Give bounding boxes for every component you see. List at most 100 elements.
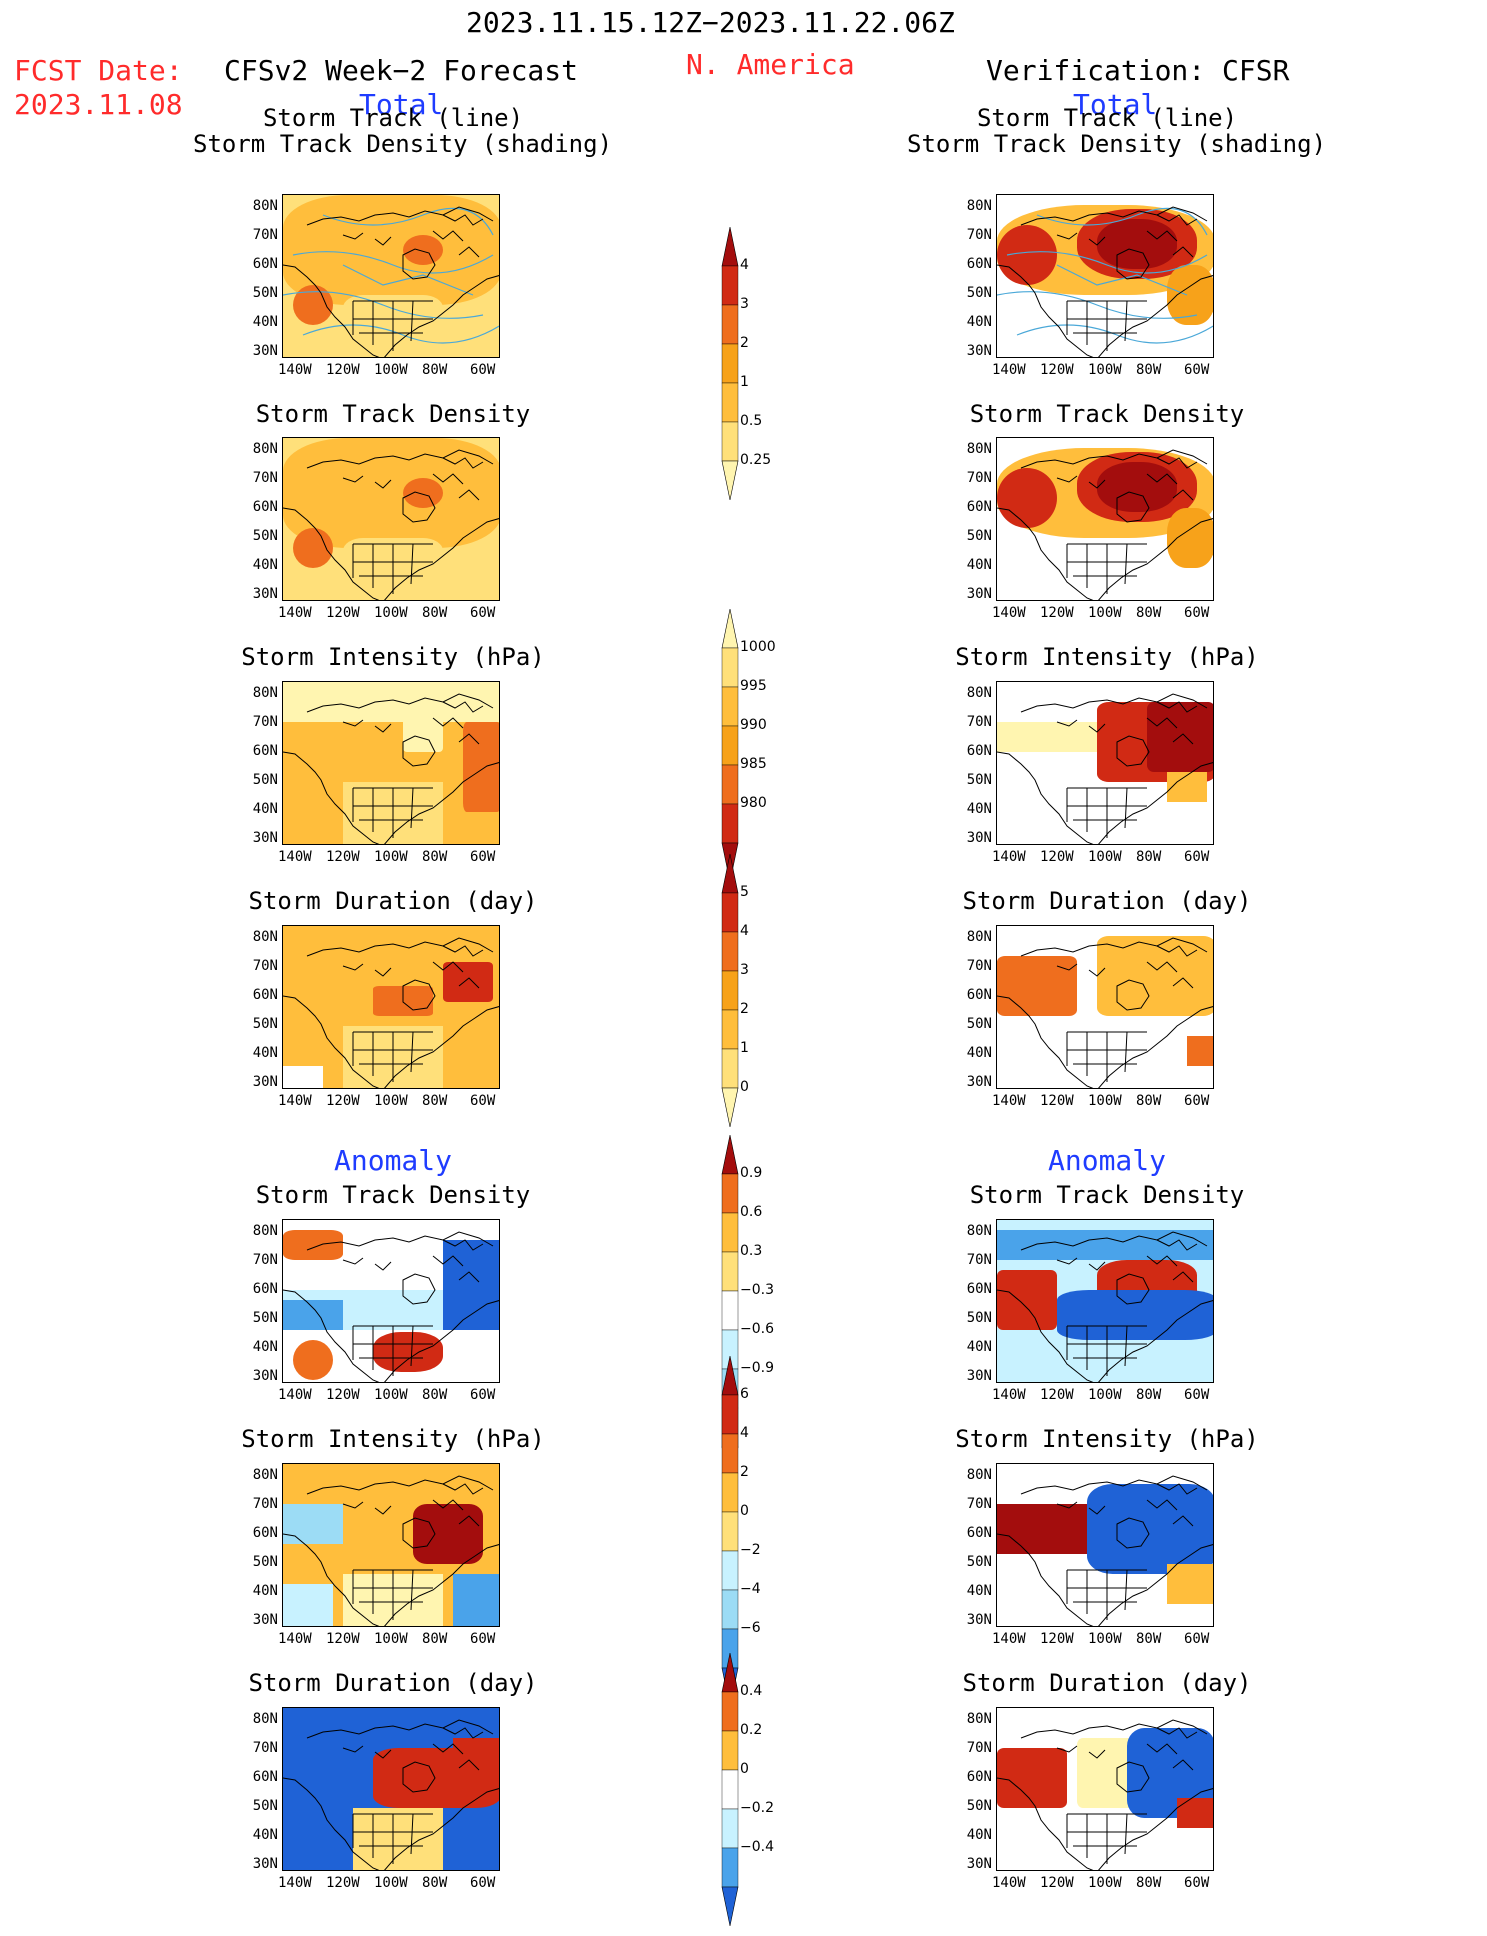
- lat-label: 40N: [252, 1827, 278, 1843]
- lat-label: 50N: [966, 1798, 992, 1814]
- lat-label: 30N: [966, 1612, 992, 1628]
- lon-label: 120W: [326, 1631, 360, 1647]
- lon-label: 60W: [1184, 1387, 1210, 1403]
- lon-label: 140W: [992, 1093, 1026, 1109]
- lat-label: 50N: [252, 1554, 278, 1570]
- vf-intensity-map: [996, 681, 1214, 845]
- lon-label: 60W: [470, 849, 496, 865]
- colorbar-tick-label: 3: [740, 962, 749, 978]
- lat-label: 30N: [966, 343, 992, 359]
- lon-label: 140W: [992, 1387, 1026, 1403]
- lat-label: 60N: [252, 1769, 278, 1785]
- lat-label: 50N: [966, 1310, 992, 1326]
- lat-label: 60N: [252, 987, 278, 1003]
- lat-label: 50N: [966, 528, 992, 544]
- lon-label: 80W: [422, 1631, 448, 1647]
- lon-label: 120W: [1040, 1631, 1074, 1647]
- colorbar-anom_duration: [721, 1653, 739, 1927]
- lat-label: 80N: [966, 685, 992, 701]
- lon-label: 80W: [422, 1093, 448, 1109]
- lon-label: 140W: [278, 362, 312, 378]
- lat-label: 70N: [252, 227, 278, 243]
- lat-label: 50N: [966, 285, 992, 301]
- lat-label: 70N: [252, 958, 278, 974]
- vf-track-map: [996, 194, 1214, 358]
- lon-label: 100W: [1088, 1387, 1122, 1403]
- colorbar-tick-label: 2: [740, 1464, 749, 1480]
- lat-label: 30N: [966, 1074, 992, 1090]
- colorbar-tick-label: −2: [740, 1542, 761, 1558]
- lat-label: 30N: [252, 1612, 278, 1628]
- lat-label: 30N: [252, 586, 278, 602]
- lat-label: 50N: [252, 1016, 278, 1032]
- lon-label: 140W: [992, 849, 1026, 865]
- lon-label: 120W: [326, 849, 360, 865]
- lat-label: 50N: [252, 285, 278, 301]
- lon-label: 140W: [278, 605, 312, 621]
- fc-density-title: Storm Track Density: [255, 400, 531, 428]
- lon-label: 60W: [470, 605, 496, 621]
- fcst-date-value: 2023.11.08: [14, 88, 183, 121]
- colorbar-tick-label: −0.6: [740, 1321, 774, 1337]
- vf-duration-map: [996, 925, 1214, 1089]
- fc-anom-intensity-map: [282, 1463, 500, 1627]
- lon-label: 120W: [326, 1875, 360, 1891]
- fc-track-map: [282, 194, 500, 358]
- lat-label: 70N: [966, 227, 992, 243]
- fc-density-map: [282, 437, 500, 601]
- lon-label: 120W: [1040, 1387, 1074, 1403]
- lon-label: 120W: [326, 1387, 360, 1403]
- lat-label: 80N: [252, 441, 278, 457]
- section-total-left: Total: [359, 88, 444, 121]
- colorbar-tick-label: −0.4: [740, 1839, 774, 1855]
- lat-label: 50N: [252, 528, 278, 544]
- lat-label: 60N: [252, 256, 278, 272]
- lat-label: 40N: [252, 1339, 278, 1355]
- lon-label: 140W: [992, 362, 1026, 378]
- vf-anom-density-title: Storm Track Density: [969, 1181, 1245, 1209]
- fc-duration-title: Storm Duration (day): [248, 887, 538, 915]
- colorbar-tick-label: −0.2: [740, 1800, 774, 1816]
- vf-track-title-2: Storm Track Density (shading): [907, 130, 1327, 158]
- lon-label: 140W: [278, 849, 312, 865]
- colorbar-tick-label: 0: [740, 1761, 749, 1777]
- colorbar-tick-label: −4: [740, 1581, 761, 1597]
- lon-label: 100W: [374, 1093, 408, 1109]
- fc-track-title-2: Storm Track Density (shading): [193, 130, 613, 158]
- vf-anom-duration-title: Storm Duration (day): [962, 1669, 1252, 1697]
- lat-label: 80N: [966, 441, 992, 457]
- region-label: N. America: [686, 48, 855, 81]
- lon-label: 140W: [278, 1631, 312, 1647]
- colorbar-tick-label: 990: [740, 717, 767, 733]
- lat-label: 80N: [966, 1223, 992, 1239]
- lat-label: 40N: [966, 1827, 992, 1843]
- lon-label: 80W: [422, 1387, 448, 1403]
- vf-anom-duration-map: [996, 1707, 1214, 1871]
- lat-label: 60N: [966, 1281, 992, 1297]
- colorbar-tick-label: 2: [740, 335, 749, 351]
- fc-anom-duration-map: [282, 1707, 500, 1871]
- colorbar-tick-label: 0.25: [740, 452, 772, 468]
- section-total-right: Total: [1073, 88, 1158, 121]
- lon-label: 140W: [278, 1387, 312, 1403]
- colorbar-tick-label: 6: [740, 1386, 749, 1402]
- lon-label: 120W: [326, 1093, 360, 1109]
- colorbar-tick-label: 0.2: [740, 1722, 763, 1738]
- lon-label: 60W: [470, 1093, 496, 1109]
- lon-label: 100W: [374, 1387, 408, 1403]
- vf-anom-intensity-title: Storm Intensity (hPa): [955, 1425, 1259, 1453]
- lat-label: 30N: [252, 343, 278, 359]
- lon-label: 100W: [1088, 1875, 1122, 1891]
- lat-label: 80N: [966, 929, 992, 945]
- lat-label: 40N: [966, 1339, 992, 1355]
- lon-label: 120W: [1040, 849, 1074, 865]
- fcst-date-label: FCST Date:: [14, 54, 183, 87]
- lon-label: 140W: [992, 1875, 1026, 1891]
- lon-label: 100W: [1088, 605, 1122, 621]
- colorbar-total_density: [721, 227, 739, 501]
- lon-label: 100W: [1088, 1093, 1122, 1109]
- fc-anom-duration-title: Storm Duration (day): [248, 1669, 538, 1697]
- forecast-title: CFSv2 Week−2 Forecast: [224, 54, 579, 87]
- lat-label: 70N: [252, 714, 278, 730]
- lon-label: 60W: [470, 1631, 496, 1647]
